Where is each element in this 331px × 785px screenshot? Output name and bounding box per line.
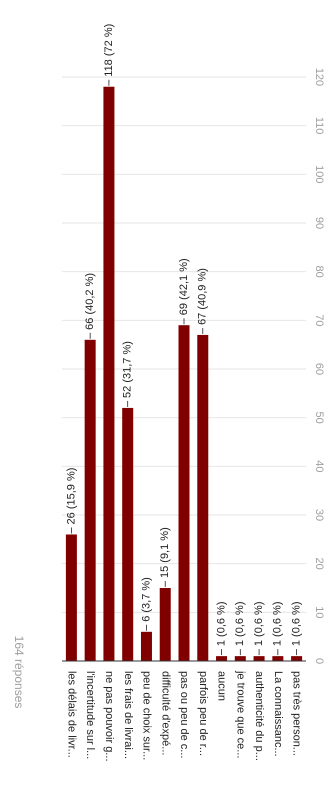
tick-label: 80: [313, 266, 325, 278]
category-label: peu de choix sur...: [141, 671, 153, 760]
tick-label: 60: [313, 363, 325, 375]
data-label: 118 (72 %): [103, 24, 115, 77]
labels: 0 10 20 30 40 50 60 70 80 90 100 110 120 26 (15,9 %) l…: [65, 24, 325, 762]
data-label: 1 (0,6 %): [272, 601, 284, 646]
data-label: 26 (15,9 %): [65, 468, 77, 525]
tick-label: 20: [313, 558, 325, 570]
tick-label: 30: [313, 509, 325, 521]
tick-label: 50: [313, 412, 325, 424]
tick-label: 70: [313, 314, 325, 326]
bar[interactable]: [122, 407, 134, 661]
bar[interactable]: [84, 339, 96, 661]
data-label: 1 (0,6 %): [291, 601, 303, 646]
category-label: difficulté d'expé...: [159, 671, 171, 755]
category-label: parfois peu de r...: [197, 671, 209, 756]
category-label: les frais de livrai...: [122, 671, 134, 759]
category-label: l'incertitude sur l...: [84, 671, 96, 759]
category-label: ne pas pouvoir g...: [103, 671, 115, 762]
data-label: 1 (0,6 %): [253, 601, 265, 646]
tick-label: 0: [313, 658, 325, 664]
bars: [65, 86, 303, 661]
bar[interactable]: [253, 656, 265, 661]
data-label: 52 (31,7 %): [122, 341, 134, 398]
data-label: 1 (0,6 %): [234, 601, 246, 646]
category-label: La connaissanc...: [272, 671, 284, 757]
category-label: je trouve que ce...: [234, 670, 246, 758]
bar[interactable]: [197, 334, 209, 661]
bar[interactable]: [272, 656, 284, 661]
bar[interactable]: [65, 534, 77, 661]
bar[interactable]: [159, 588, 171, 661]
data-label: 66 (40,2 %): [84, 273, 96, 330]
tick-label: 10: [313, 606, 325, 618]
tick-label: 120: [313, 68, 325, 86]
data-label: 69 (42,1 %): [178, 258, 190, 315]
tick-label: 110: [313, 117, 325, 135]
category-label: les délais de livr...: [65, 671, 77, 758]
data-label: 67 (40,9 %): [197, 268, 209, 325]
category-label: aucun: [216, 671, 228, 701]
tick-label: 90: [313, 217, 325, 229]
bar[interactable]: [216, 656, 228, 661]
category-label: pas ou peu de c...: [178, 671, 190, 758]
data-label: 15 (9,1 %): [159, 527, 171, 578]
data-label: 1 (0,6 %): [215, 601, 227, 646]
bar[interactable]: [140, 631, 152, 661]
bar[interactable]: [234, 656, 246, 661]
category-label: authenticité du p...: [253, 671, 265, 761]
category-label: pas très person...: [291, 671, 303, 756]
tick-label: 100: [313, 165, 325, 183]
data-label: 6 (3,7 %): [140, 577, 152, 622]
tick-label: 40: [313, 460, 325, 472]
response-count: 164 réponses: [12, 636, 26, 709]
bar[interactable]: [103, 86, 115, 661]
bar[interactable]: [291, 656, 303, 661]
bar[interactable]: [178, 325, 190, 661]
